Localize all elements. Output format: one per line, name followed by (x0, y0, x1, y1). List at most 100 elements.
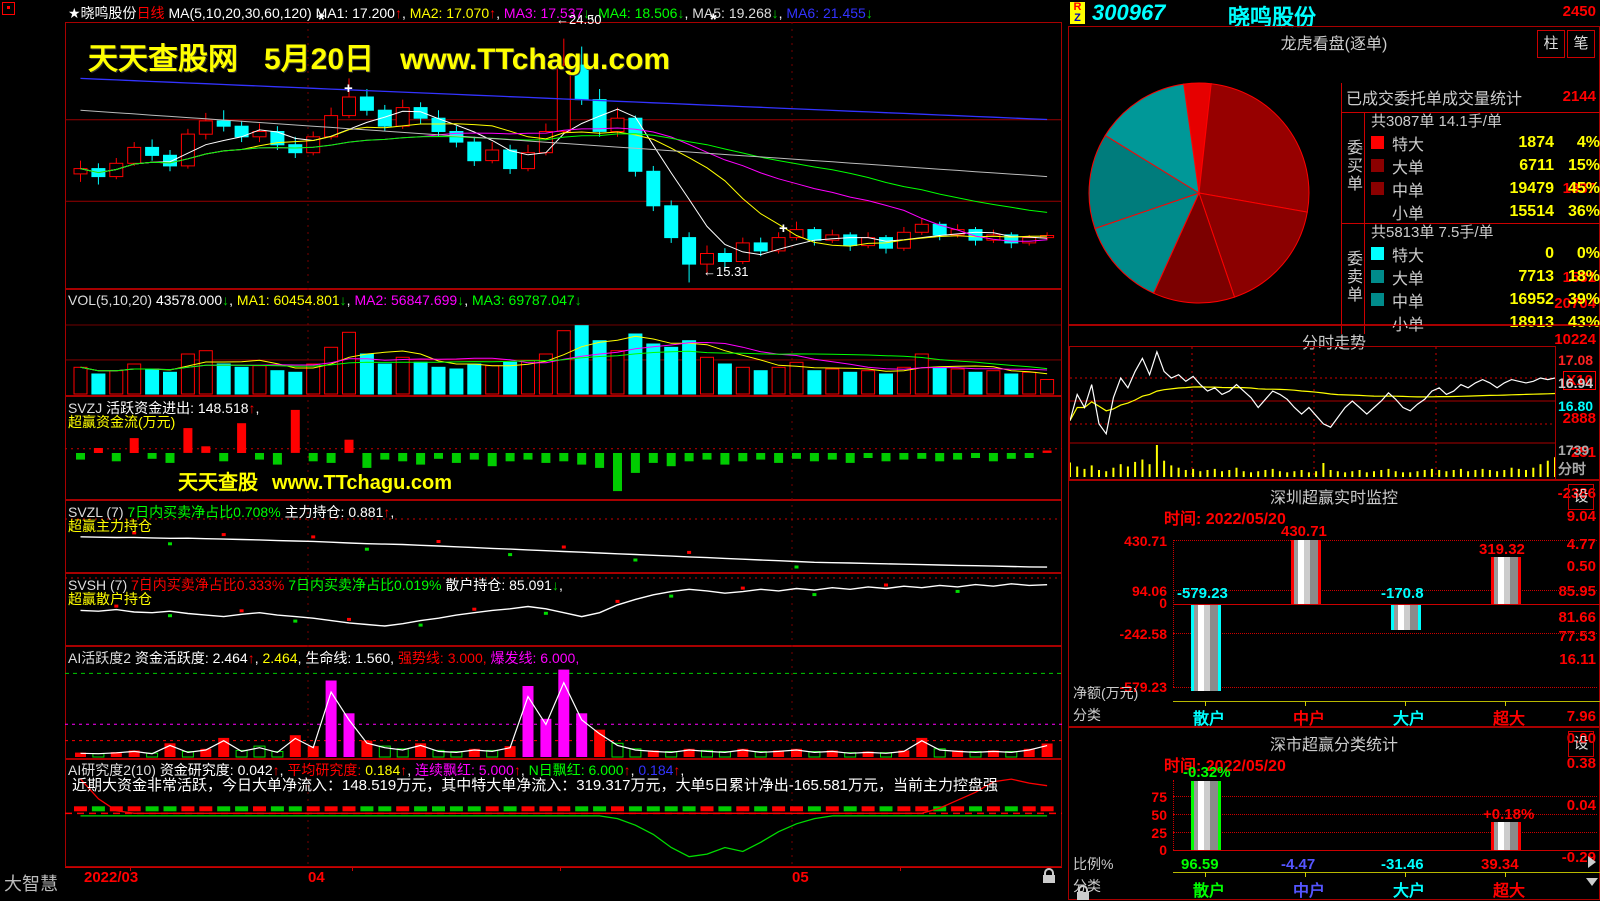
intraday-mid-label: 16.94 (1558, 375, 1594, 391)
y-axis-label: -579.23 (1119, 679, 1167, 695)
svzl-subtitle: 超赢主力持仓 (68, 518, 152, 534)
x-axis-label: 2022/03 (84, 869, 139, 886)
axis-label: 2450 (1562, 3, 1596, 20)
intraday-low-label: 16.80 (1558, 398, 1594, 414)
scroll-right-arrow[interactable] (1588, 856, 1596, 868)
unit-label: 比例% (1073, 856, 1114, 872)
table-row: 特大 0 0% (1365, 242, 1600, 265)
longhu-title: 龙虎看盘(逐单) (1280, 36, 1388, 53)
table-row: 大单 7713 18% (1365, 265, 1600, 288)
sz-realtime-bars (1069, 481, 1600, 728)
intraday-chart-box (1069, 346, 1556, 480)
axis-label: 0.50 (1566, 558, 1596, 575)
sz-class-bars (1069, 728, 1600, 901)
ai-activity-header: AI活跃度2 资金活跃度: 2.464↑, 2.464, 生命线: 1.560,… (68, 650, 580, 666)
watermark-site-small: 天天查股 www.TTchagu.com (178, 472, 453, 494)
volume-indicator-header: VOL(5,10,20) 43578.000↓, MA1: 60454.801↓… (68, 292, 582, 308)
settings-button[interactable]: 设 (1568, 484, 1594, 510)
kline-panel (65, 22, 1062, 289)
fund-flow-note: 近期大资金非常活跃，今日大单净流入：148.519万元，其中特大单净流入：319… (72, 777, 999, 794)
stock-name: 晓鸣股份 (1228, 5, 1317, 30)
monitor-bar (1491, 556, 1521, 604)
low-price-annotation: ←15.31 (703, 264, 749, 279)
order-type-swatch (1371, 182, 1384, 195)
table-row: 特大 1874 4% (1365, 131, 1600, 154)
x-axis-label: 05 (792, 869, 809, 886)
axis-label: 20704 (1554, 295, 1596, 312)
high-price-annotation: ←24.50 (556, 12, 602, 27)
y-axis-label: 94.06 (1131, 583, 1167, 599)
bar-mode-button[interactable]: 柱 (1537, 30, 1565, 58)
y-axis-label: 430.71 (1124, 533, 1167, 549)
stock-code: 300967 (1092, 0, 1166, 25)
axis-label: 10224 (1554, 331, 1596, 348)
ai-research-header: AI研究度2(10) 资金研究度: 0.042↑, 平均研究度: 0.184↑,… (68, 762, 685, 778)
order-stats-table: 已成交委托单成交量统计 委买单 共3087单 14.1手/单 特大 1874 4… (1341, 83, 1600, 334)
y-axis-label: 0 (1159, 595, 1167, 611)
category-label: 超大 (1492, 711, 1525, 728)
axis-label: 0.00 (1566, 730, 1596, 747)
axis-label: 0.04 (1566, 797, 1596, 814)
table-row: 中单 19479 45% (1365, 177, 1600, 200)
axis-label: 2144 (1562, 88, 1596, 105)
sz-class-section: 深市超赢分类统计 设 时间: 2022/05/20 75 50 25 0 -0.… (1068, 727, 1600, 900)
exright-star-marker: * (318, 10, 325, 29)
svsh-subtitle: 超赢散户持仓 (68, 591, 152, 607)
monitor-bar (1491, 821, 1521, 850)
sz-class-title: 深市超赢分类统计 (1269, 737, 1398, 754)
monitor-bar (1391, 605, 1421, 631)
monitor-time: 时间: 2022/05/20 (1164, 511, 1286, 528)
svzl-indicator-header: SVZL (7) 7日内买卖净占比0.708% 主力持仓: 0.881↑, (68, 504, 395, 520)
sz-realtime-title: 深圳超赢实时监控 (1269, 490, 1398, 507)
pen-mode-button[interactable]: 笔 (1567, 30, 1595, 58)
svsh-panel (65, 573, 1062, 646)
y-axis-label: 25 (1151, 825, 1167, 841)
longhu-section: 龙虎看盘(逐单) 柱 笔 已成交委托单成交量统计 委买单 共3087单 14.1… (1068, 26, 1600, 334)
intraday-section: 分时走势 17.08 16.94 16.80 1739 分时 (1068, 325, 1600, 480)
order-volume-pie-chart (1088, 82, 1310, 304)
category-label: 中户 (1292, 883, 1325, 900)
monitor-time: 时间: 2022/05/20 (1164, 758, 1286, 775)
buy-side-label: 委买单 (1342, 113, 1365, 223)
watermark-site: 天天查股网 5月20日 www.TTchagu.com (88, 43, 671, 76)
lock-icon[interactable] (1077, 885, 1089, 900)
axis-label: 1531 (1562, 269, 1596, 286)
bar-value: 319.32 (1479, 541, 1525, 558)
class-label: 分类 (1073, 707, 1101, 723)
y-axis-label: 0 (1159, 842, 1167, 858)
monitor-bar (1191, 780, 1221, 850)
axis-label: 16.11 (1559, 651, 1596, 668)
intraday-title: 分时走势 (1301, 335, 1366, 352)
order-type-swatch (1371, 293, 1384, 306)
lock-icon[interactable] (1043, 868, 1055, 883)
axis-label: -2386 (1557, 485, 1596, 502)
category-label: 散户 (1192, 883, 1225, 900)
sell-summary: 共5813单 7.5手/单 (1371, 224, 1494, 241)
sell-side-label: 委卖单 (1342, 224, 1365, 334)
crosshair-marker: + (779, 220, 788, 237)
intraday-volume-label: 1739 (1558, 442, 1590, 458)
category-label: 超大 (1492, 883, 1525, 900)
svzj-panel (65, 396, 1062, 500)
buy-summary: 共3087单 14.1手/单 (1371, 113, 1502, 130)
monitor-bar (1291, 540, 1321, 604)
axis-label: 2888 (1562, 410, 1596, 427)
app-corner-icon[interactable] (2, 2, 15, 15)
table-row: 大单 6711 15% (1365, 154, 1600, 177)
bar-value: 430.71 (1281, 523, 1327, 540)
category-label: 散户 (1192, 711, 1225, 728)
table-row: 中单 16952 39% (1365, 288, 1600, 311)
intraday-high-label: 17.08 (1558, 352, 1594, 368)
x-axis-strip (65, 867, 1062, 883)
bar-value: 39.34 (1481, 856, 1519, 873)
axis-label: 1837 (1562, 180, 1596, 197)
table-row: 小单 15514 36% (1392, 202, 1600, 223)
bar-value: 96.59 (1181, 856, 1219, 873)
scroll-down-arrow[interactable] (1586, 878, 1598, 886)
settings-button[interactable]: 设 (1568, 731, 1594, 757)
category-label: 中户 (1292, 711, 1325, 728)
axis-label: 9.04 (1566, 508, 1596, 525)
bar-value: -4.47 (1281, 856, 1316, 873)
